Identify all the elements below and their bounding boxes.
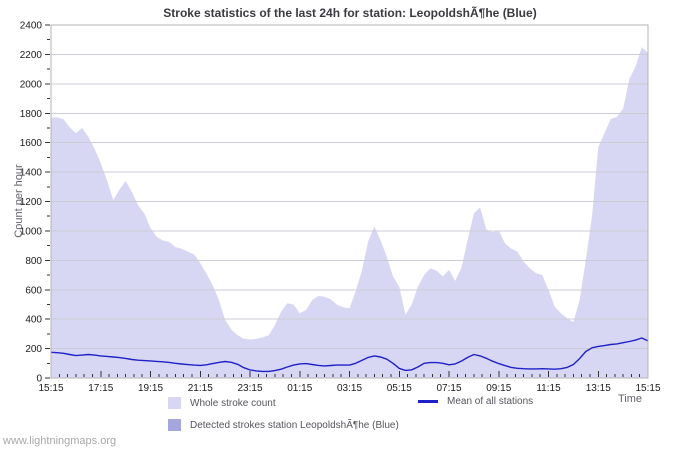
legend-swatch-detected-strokes-icon bbox=[168, 419, 181, 431]
y-tick-label: 2200 bbox=[20, 50, 43, 61]
plot-border bbox=[50, 24, 649, 379]
legend-label-mean-of-all-stations: Mean of all stations bbox=[447, 396, 534, 407]
x-tick-label: 05:15 bbox=[387, 383, 412, 394]
x-tick-label: 15:15 bbox=[635, 383, 660, 394]
y-tick-label: 0 bbox=[36, 374, 42, 385]
x-tick-label: 17:15 bbox=[88, 383, 113, 394]
y-axis-label: Count per hour bbox=[13, 164, 25, 238]
x-tick-label: 11:15 bbox=[536, 383, 561, 394]
x-axis-label: Time bbox=[617, 393, 642, 405]
x-tick-label: 01:15 bbox=[287, 383, 312, 394]
y-tick-label: 800 bbox=[25, 256, 42, 267]
y-tick-label: 2400 bbox=[20, 21, 43, 32]
y-tick-label: 1800 bbox=[20, 109, 43, 120]
legend-label-detected-strokes: Detected strokes station LeopoldshÃ¶he (… bbox=[190, 419, 399, 431]
legend-label-whole-stroke-count: Whole stroke count bbox=[190, 397, 276, 409]
line-series-mean-of-all-stations bbox=[50, 337, 649, 373]
legend-item-mean-of-all-stations: Mean of all stations bbox=[418, 396, 533, 407]
legend-swatch-whole-stroke-count-icon bbox=[168, 397, 181, 409]
legend-item-detected-strokes: Detected strokes station LeopoldshÃ¶he (… bbox=[168, 419, 399, 431]
x-tick-label: 21:15 bbox=[188, 383, 213, 394]
x-tick-label: 07:15 bbox=[436, 383, 461, 394]
x-tick-label: 23:15 bbox=[237, 383, 262, 394]
area-series-whole-stroke-count bbox=[51, 47, 648, 378]
y-tick-label: 2000 bbox=[20, 79, 43, 90]
y-tick-label: 1600 bbox=[20, 138, 43, 149]
y-tick-label: 600 bbox=[25, 285, 42, 296]
legend-item-whole-stroke-count: Whole stroke count bbox=[168, 397, 276, 409]
legend-swatch-mean-line-icon bbox=[418, 400, 438, 403]
x-tick-label: 15:15 bbox=[38, 383, 63, 394]
y-tick-label: 400 bbox=[25, 315, 42, 326]
y-tick-label: 1200 bbox=[20, 197, 43, 208]
x-tick-label: 03:15 bbox=[337, 383, 362, 394]
y-tick-label: 200 bbox=[25, 344, 42, 355]
y-tick-label: 1400 bbox=[20, 168, 43, 179]
y-tick-label: 1000 bbox=[20, 226, 43, 237]
x-tick-label: 09:15 bbox=[486, 383, 511, 394]
x-tick-label: 19:15 bbox=[138, 383, 163, 394]
chart-title: Stroke statistics of the last 24h for st… bbox=[163, 6, 537, 20]
x-tick-label: 13:15 bbox=[586, 383, 611, 394]
watermark-text: www.lightningmaps.org bbox=[3, 435, 117, 447]
